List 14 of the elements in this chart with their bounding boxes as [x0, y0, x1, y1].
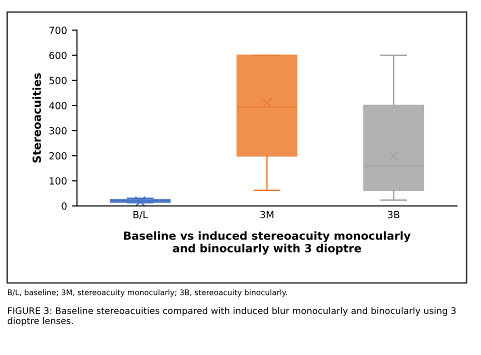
y-tick-label: 300	[49, 127, 67, 134]
y-tick-label: 200	[49, 152, 67, 160]
y-axis-title: Stereoacuities	[32, 73, 41, 163]
y-tick-label: 100	[50, 177, 67, 185]
x-tick-label: B/L	[134, 211, 148, 220]
y-tick-label: 400	[49, 102, 67, 110]
caption: FIGURE 3: Baseline stereoacuities compared with induced blur monocularly and binocularly using 3 dioptre lenses.	[8, 307, 456, 326]
y-tick-label: 500	[49, 76, 67, 84]
x-axis-title: Baseline vs induced stereoacuity monocularly and binocularly with 3 dioptre	[124, 231, 411, 255]
y-tick-label: 700	[49, 26, 67, 34]
x-tick-label: 3B	[388, 210, 400, 218]
y-tick-label: 600	[49, 52, 67, 60]
y-tick-label: 0	[62, 202, 67, 210]
x-tick-label: 3M	[260, 210, 274, 218]
